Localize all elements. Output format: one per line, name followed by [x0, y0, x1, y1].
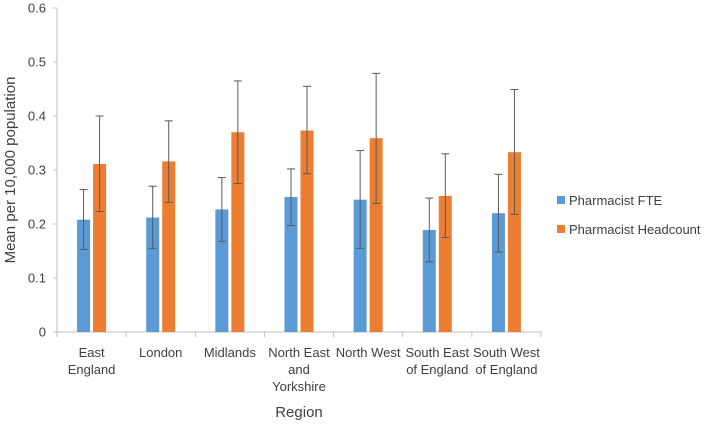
legend-label: Pharmacist FTE — [569, 193, 663, 208]
legend-swatch — [557, 225, 565, 233]
y-tick-label: 0.2 — [28, 217, 46, 232]
category-label: East England — [68, 345, 116, 377]
bar-pharmacist-fte — [353, 199, 367, 332]
category-label-line: England — [68, 362, 116, 377]
category-label-line: South East — [405, 345, 469, 360]
bar-pharmacist-fte — [491, 213, 505, 332]
bar-pharmacist-fte — [77, 219, 91, 332]
bar-pharmacist-fte — [146, 217, 160, 332]
y-tick-label: 0.6 — [28, 1, 46, 16]
category-label-line: of England — [406, 362, 468, 377]
legend: Pharmacist FTE Pharmacist Headcount — [557, 193, 701, 237]
category-label: North East and Yorkshire — [268, 345, 330, 394]
category-label-line: London — [139, 345, 182, 360]
category-label-line: East — [79, 345, 105, 360]
bar-pharmacist-fte — [422, 229, 436, 332]
bar-pharmacist-fte — [215, 209, 229, 332]
bar-pharmacist-headcount — [369, 138, 383, 332]
y-tick-label: 0.3 — [28, 163, 46, 178]
plot-area: 0 0.1 0.2 0.3 0.4 0.5 0.6 East England London Midl… — [28, 1, 542, 394]
y-tick-label: 0 — [39, 325, 46, 340]
category-label-line: Yorkshire — [272, 379, 326, 394]
y-tick-label: 0.5 — [28, 55, 46, 70]
bar-pharmacist-headcount — [507, 152, 521, 332]
bar-pharmacist-headcount — [300, 130, 314, 332]
category-label-line: North East — [268, 345, 330, 360]
category-label: London — [139, 345, 182, 360]
category-label-line: South West — [473, 345, 540, 360]
bar-pharmacist-fte — [284, 197, 298, 332]
x-axis-title: Region — [275, 404, 323, 421]
category-label: Midlands — [204, 345, 257, 360]
category-label: North West — [336, 345, 401, 360]
bar-pharmacist-headcount — [93, 164, 107, 332]
legend-label: Pharmacist Headcount — [569, 222, 701, 237]
bar-pharmacist-headcount — [162, 161, 176, 332]
category-label: South East of England — [405, 345, 469, 377]
category-label-line: Midlands — [204, 345, 257, 360]
category-label-line: of England — [475, 362, 537, 377]
legend-swatch — [557, 196, 565, 204]
y-tick-label: 0.1 — [28, 271, 46, 286]
bar-pharmacist-headcount — [231, 132, 245, 332]
bar-pharmacist-headcount — [438, 195, 452, 332]
y-tick-label: 0.4 — [28, 109, 46, 124]
category-label-line: and — [288, 362, 310, 377]
category-label: South West of England — [473, 345, 540, 377]
y-axis-title: Mean per 10,000 population — [2, 77, 19, 264]
category-label-line: North West — [336, 345, 401, 360]
